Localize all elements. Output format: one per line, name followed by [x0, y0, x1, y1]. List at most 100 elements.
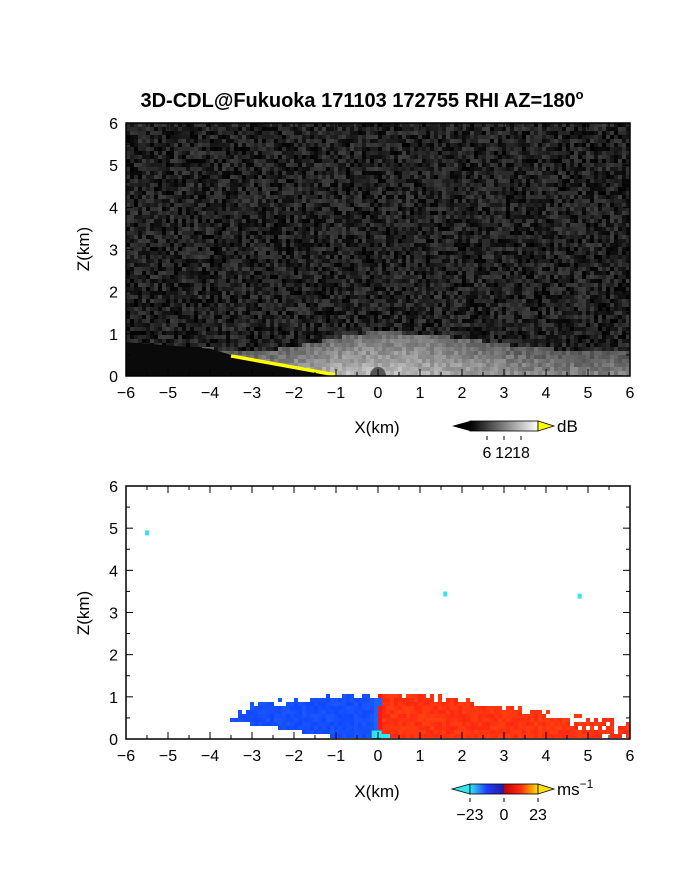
backscatter-cell [382, 183, 386, 187]
backscatter-cell [578, 175, 582, 179]
backscatter-cell [362, 131, 366, 135]
backscatter-cell [622, 211, 626, 215]
backscatter-cell [378, 211, 382, 215]
backscatter-cell [602, 251, 606, 255]
backscatter-cell [334, 207, 338, 211]
backscatter-cell [262, 163, 266, 167]
backscatter-cell [298, 139, 302, 143]
backscatter-cell [158, 163, 162, 167]
backscatter-cell [302, 183, 306, 187]
backscatter-cell [206, 227, 210, 231]
backscatter-cell [502, 151, 506, 155]
backscatter-cell [162, 243, 166, 247]
backscatter-cell [142, 235, 146, 239]
backscatter-cell [322, 139, 326, 143]
backscatter-cell [146, 243, 150, 247]
backscatter-cell [382, 147, 386, 151]
backscatter-cell [602, 271, 606, 275]
backscatter-cell [454, 219, 458, 223]
backscatter-cell [282, 219, 286, 223]
backscatter-cell [250, 219, 254, 223]
backscatter-cell [378, 167, 382, 171]
backscatter-cell [418, 215, 422, 219]
backscatter-cell [390, 279, 394, 283]
backscatter-cell [546, 171, 550, 175]
backscatter-cell [418, 271, 422, 275]
backscatter-cell [546, 247, 550, 251]
backscatter-cell [134, 211, 138, 215]
backscatter-cell [338, 131, 342, 135]
backscatter-cell [346, 163, 350, 167]
backscatter-cell [378, 267, 382, 271]
backscatter-cell [274, 127, 278, 131]
backscatter-cell [602, 207, 606, 211]
backscatter-cell [310, 207, 314, 211]
backscatter-cell [170, 179, 174, 183]
backscatter-cell [598, 195, 602, 199]
backscatter-cell [234, 279, 238, 283]
backscatter-cell [470, 247, 474, 251]
backscatter-cell [538, 131, 542, 135]
backscatter-cell [218, 139, 222, 143]
backscatter-cell [498, 215, 502, 219]
backscatter-cell [194, 243, 198, 247]
backscatter-cell [266, 127, 270, 131]
backscatter-cell [130, 275, 134, 279]
backscatter-cell [138, 271, 142, 275]
backscatter-cell [574, 127, 578, 131]
backscatter-cell [306, 163, 310, 167]
backscatter-cell [270, 255, 274, 259]
backscatter-cell [170, 255, 174, 259]
backscatter-cell [618, 223, 622, 227]
backscatter-cell [222, 127, 226, 131]
backscatter-cell [462, 239, 466, 243]
backscatter-cell [406, 191, 410, 195]
backscatter-cell [314, 271, 318, 275]
backscatter-cell [438, 143, 442, 147]
backscatter-cell [274, 175, 278, 179]
backscatter-cell [170, 207, 174, 211]
backscatter-cell [142, 223, 146, 227]
backscatter-cell [134, 219, 138, 223]
backscatter-cell [238, 255, 242, 259]
backscatter-cell [190, 239, 194, 243]
backscatter-cell [614, 127, 618, 131]
backscatter-cell [522, 271, 526, 275]
backscatter-cell [426, 151, 430, 155]
backscatter-cell [370, 163, 374, 167]
backscatter-cell [398, 171, 402, 175]
backscatter-cell [506, 163, 510, 167]
backscatter-cell [606, 123, 610, 127]
backscatter-cell [478, 239, 482, 243]
backscatter-cell [370, 171, 374, 175]
backscatter-cell [578, 231, 582, 235]
backscatter-cell [390, 227, 394, 231]
backscatter-cell [502, 175, 506, 179]
backscatter-cell [338, 191, 342, 195]
backscatter-cell [134, 235, 138, 239]
backscatter-cell [474, 151, 478, 155]
backscatter-cell [494, 219, 498, 223]
backscatter-cell [534, 179, 538, 183]
backscatter-cell [318, 243, 322, 247]
backscatter-cell [410, 147, 414, 151]
backscatter-cell [210, 203, 214, 207]
backscatter-cell [366, 263, 370, 267]
backscatter-cell [538, 143, 542, 147]
backscatter-cell [302, 243, 306, 247]
backscatter-cell [362, 135, 366, 139]
backscatter-cell [326, 215, 330, 219]
backscatter-cell [334, 255, 338, 259]
backscatter-cell [494, 247, 498, 251]
backscatter-cell [594, 199, 598, 203]
backscatter-cell [330, 179, 334, 183]
backscatter-cell [386, 183, 390, 187]
backscatter-cell [490, 131, 494, 135]
backscatter-cell [394, 247, 398, 251]
backscatter-cell [530, 147, 534, 151]
backscatter-cell [294, 179, 298, 183]
backscatter-cell [214, 211, 218, 215]
backscatter-cell [230, 191, 234, 195]
backscatter-cell [434, 203, 438, 207]
backscatter-cell [446, 139, 450, 143]
